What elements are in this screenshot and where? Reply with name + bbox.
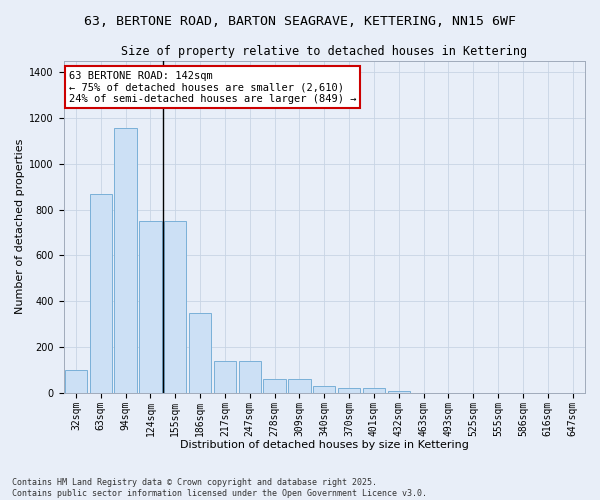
Bar <box>115 128 137 393</box>
Bar <box>263 379 286 393</box>
Text: Contains HM Land Registry data © Crown copyright and database right 2025.
Contai: Contains HM Land Registry data © Crown c… <box>12 478 427 498</box>
Bar <box>338 388 360 393</box>
Bar <box>363 388 385 393</box>
Bar <box>388 390 410 393</box>
Title: Size of property relative to detached houses in Kettering: Size of property relative to detached ho… <box>121 45 527 58</box>
Bar <box>214 361 236 393</box>
Y-axis label: Number of detached properties: Number of detached properties <box>15 139 25 314</box>
Bar <box>189 312 211 393</box>
Bar <box>65 370 87 393</box>
Bar <box>313 386 335 393</box>
Bar <box>89 194 112 393</box>
Bar <box>288 379 311 393</box>
Bar <box>139 221 161 393</box>
Bar <box>239 361 261 393</box>
Text: 63 BERTONE ROAD: 142sqm
← 75% of detached houses are smaller (2,610)
24% of semi: 63 BERTONE ROAD: 142sqm ← 75% of detache… <box>69 70 356 104</box>
Text: 63, BERTONE ROAD, BARTON SEAGRAVE, KETTERING, NN15 6WF: 63, BERTONE ROAD, BARTON SEAGRAVE, KETTE… <box>84 15 516 28</box>
X-axis label: Distribution of detached houses by size in Kettering: Distribution of detached houses by size … <box>180 440 469 450</box>
Bar <box>164 221 187 393</box>
